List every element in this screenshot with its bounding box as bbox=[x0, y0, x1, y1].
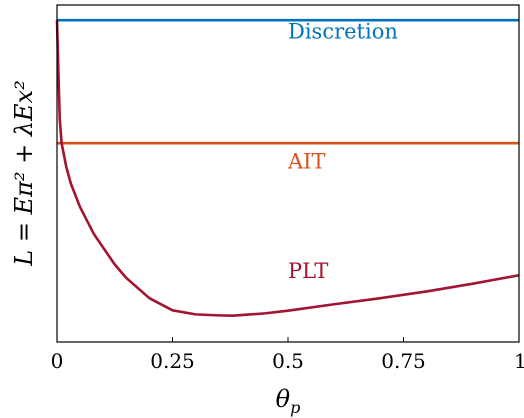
x-tick-label: 0 bbox=[51, 349, 64, 373]
x-tick-label: 0.5 bbox=[272, 349, 304, 373]
y-axis-label: L = Eπ² + λEx² bbox=[10, 80, 38, 266]
plot-series-group bbox=[55, 18, 520, 318]
x-tick-label: 1 bbox=[514, 349, 524, 373]
series-line-plt bbox=[55, 20, 520, 318]
annotations-group: Discretion AIT PLT bbox=[287, 20, 398, 283]
x-axis: 0 0.25 0.5 0.75 1 bbox=[51, 337, 524, 373]
x-axis-label-subscript: p bbox=[290, 398, 300, 417]
annotation-ait: AIT bbox=[287, 149, 325, 173]
annotation-discretion: Discretion bbox=[288, 20, 398, 44]
x-tick-label: 0.75 bbox=[381, 349, 426, 373]
annotation-plt: PLT bbox=[288, 259, 328, 283]
x-axis-label: θp bbox=[276, 385, 301, 417]
plot-frame bbox=[56, 4, 520, 343]
x-tick-label: 0.25 bbox=[150, 349, 195, 373]
x-axis-label-main: θ bbox=[276, 385, 291, 413]
